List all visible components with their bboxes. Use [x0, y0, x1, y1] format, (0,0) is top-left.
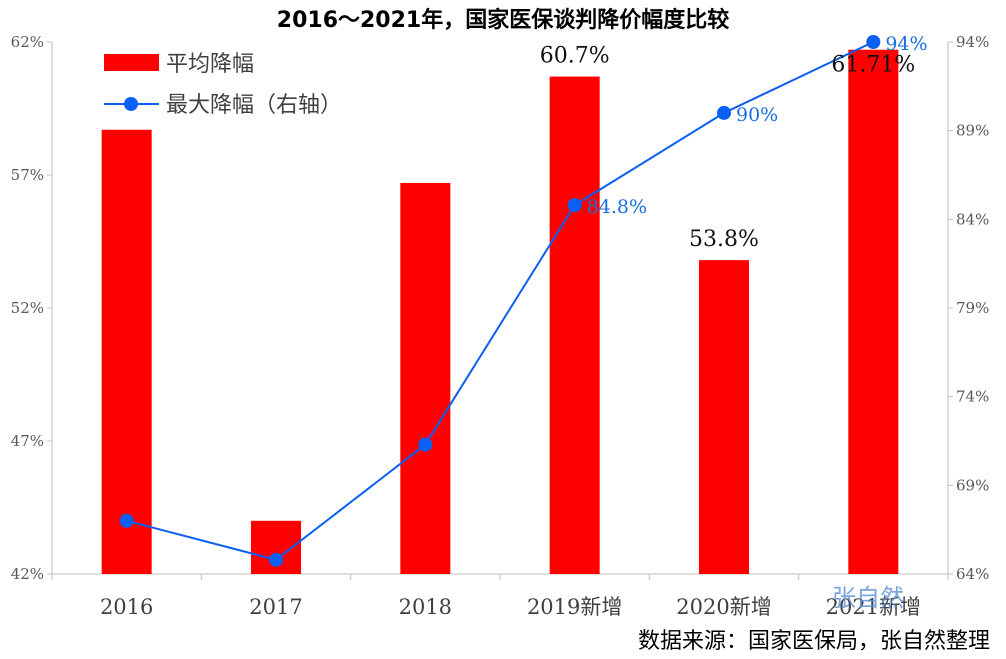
- x-tick-label: 2018: [399, 595, 452, 619]
- line-point: [866, 35, 880, 49]
- left-tick-label: 42%: [11, 565, 44, 583]
- legend-label: 最大降幅（右轴）: [166, 93, 342, 118]
- x-tick-label: 2020新增: [676, 595, 771, 619]
- line-data-label: 84.8%: [587, 196, 647, 218]
- line-point: [269, 553, 283, 567]
- bar: [699, 260, 749, 574]
- legend-bar-swatch: [104, 54, 159, 71]
- line-point: [717, 106, 731, 120]
- right-tick-label: 94%: [956, 33, 989, 51]
- right-tick-label: 74%: [956, 388, 989, 406]
- right-tick-label: 79%: [956, 299, 989, 317]
- bar: [102, 130, 152, 574]
- x-tick-label: 2019新增: [527, 595, 622, 619]
- right-tick-label: 89%: [956, 122, 989, 140]
- right-tick-label: 84%: [956, 210, 989, 228]
- x-tick-label: 2017: [249, 595, 302, 619]
- chart-title: 2016～2021年，国家医保谈判降价幅度比较: [277, 7, 729, 33]
- bar-data-label: 60.7%: [540, 44, 610, 69]
- bar-data-label: 61.71%: [831, 53, 915, 78]
- right-tick-label: 69%: [956, 476, 989, 494]
- line-point: [568, 198, 582, 212]
- line-point: [418, 438, 432, 452]
- watermark-text: 张自然: [832, 584, 904, 612]
- x-tick-label: 2016: [100, 595, 153, 619]
- left-tick-label: 52%: [11, 299, 44, 317]
- bar: [550, 77, 600, 574]
- bar-series: [102, 50, 899, 574]
- legend-label: 平均降幅: [166, 52, 254, 77]
- legend-line-marker: [124, 97, 138, 111]
- right-tick-label: 64%: [956, 565, 989, 583]
- line-point: [120, 514, 134, 528]
- left-tick-label: 62%: [11, 33, 44, 51]
- line-data-label: 94%: [885, 33, 927, 55]
- bar: [400, 183, 450, 574]
- left-tick-label: 57%: [11, 166, 44, 184]
- left-tick-label: 47%: [11, 432, 44, 450]
- source-note: 数据来源：国家医保局，张自然整理: [638, 629, 990, 654]
- bar-data-label: 53.8%: [689, 227, 759, 252]
- bar: [848, 50, 898, 574]
- line-data-label: 90%: [736, 104, 778, 126]
